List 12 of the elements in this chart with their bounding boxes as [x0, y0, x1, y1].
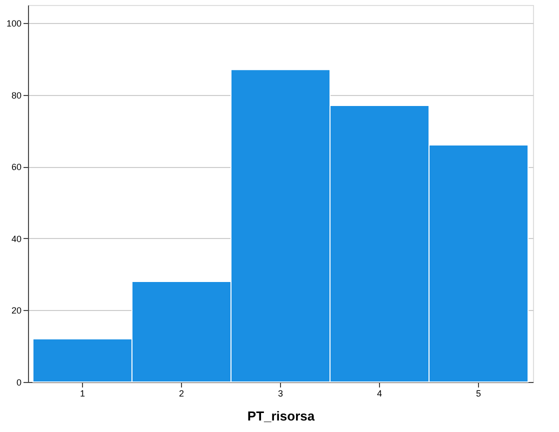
x-tick-label: 2 — [178, 388, 184, 398]
y-tick-label: 80 — [11, 90, 22, 100]
y-tick-label: 20 — [11, 306, 22, 316]
x-tick-label: 4 — [377, 388, 382, 398]
y-tick-label: 0 — [16, 378, 22, 388]
x-tick-label: 3 — [278, 388, 284, 398]
y-tick-label: 100 — [6, 18, 22, 28]
x-axis-title: PT_risorsa — [247, 408, 316, 424]
y-tick-label: 60 — [11, 162, 22, 172]
y-tick-label: 40 — [11, 234, 22, 244]
x-tick-label: 1 — [80, 388, 85, 398]
x-tick-label: 5 — [476, 388, 482, 398]
